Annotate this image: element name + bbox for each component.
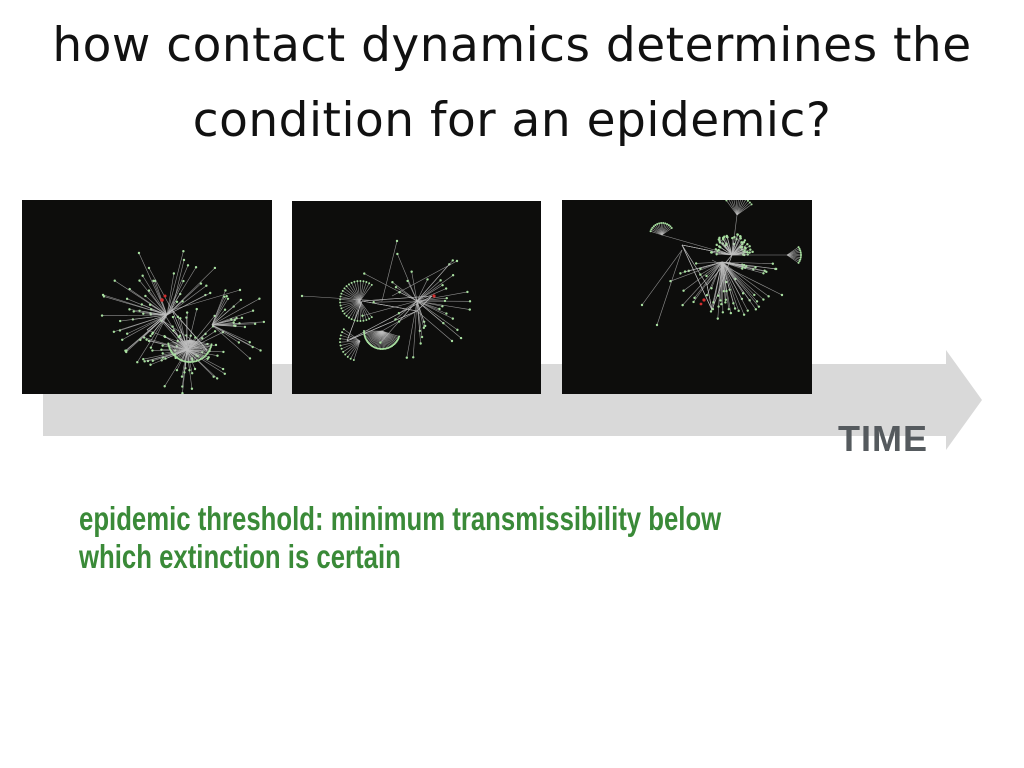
epidemic-threshold-definition: epidemic threshold: minimum transmissibi… bbox=[79, 500, 859, 576]
network-snapshot-2 bbox=[292, 201, 541, 394]
definition-line-1: epidemic threshold: minimum transmissibi… bbox=[79, 500, 722, 537]
slide-title: how contact dynamics determines the cond… bbox=[0, 8, 1024, 158]
slide-title-line-1: how contact dynamics determines the bbox=[52, 18, 972, 73]
time-label: TIME bbox=[838, 418, 928, 459]
definition-line-2: which extinction is certain bbox=[79, 538, 401, 575]
network-snapshot-3 bbox=[562, 200, 812, 394]
network-snapshot-1 bbox=[22, 200, 272, 394]
slide-title-line-2: condition for an epidemic? bbox=[192, 93, 832, 148]
